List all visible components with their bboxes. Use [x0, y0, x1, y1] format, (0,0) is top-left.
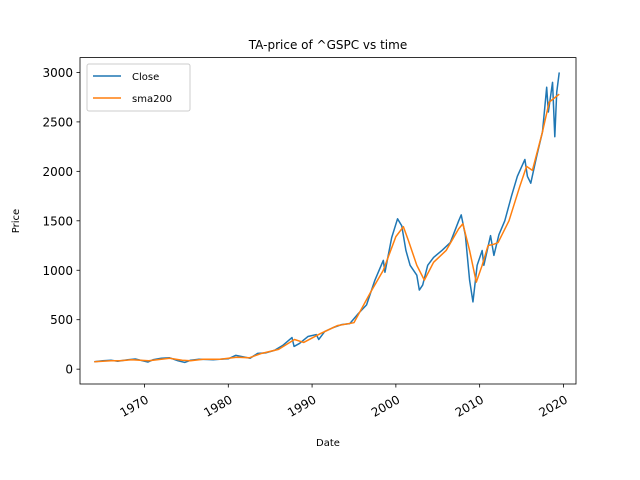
x-tick-label: 2000: [369, 392, 402, 419]
y-axis-ticks: 0 500 1000 1500 2000 2500 3000: [42, 66, 80, 377]
x-tick-label: 2020: [536, 392, 569, 419]
x-tick-label: 1980: [201, 392, 234, 419]
y-axis-label: Price: [11, 209, 22, 233]
x-tick-label: 2010: [453, 392, 486, 419]
legend-label-sma200: sma200: [132, 94, 172, 105]
y-tick-label: 1500: [42, 214, 73, 228]
x-axis-label: Date: [316, 438, 340, 449]
series-line-close: [94, 72, 560, 364]
y-tick-label: 3000: [42, 66, 73, 80]
y-tick-label: 500: [50, 313, 73, 327]
x-tick-label: 1970: [118, 392, 151, 419]
legend: Close sma200: [86, 63, 191, 112]
series-layer: [94, 72, 560, 364]
chart-title: TA-price of ^GSPC vs time: [248, 38, 407, 52]
x-tick-label: 1990: [285, 392, 318, 419]
y-tick-label: 2500: [42, 115, 73, 129]
series-line-sma200: [94, 93, 560, 363]
y-tick-label: 1000: [42, 264, 73, 278]
y-tick-label: 0: [65, 363, 73, 377]
legend-label-close: Close: [132, 72, 159, 83]
x-axis-ticks: 1970 1980 1990 2000 2010 2020: [118, 384, 570, 420]
y-tick-label: 2000: [42, 165, 73, 179]
